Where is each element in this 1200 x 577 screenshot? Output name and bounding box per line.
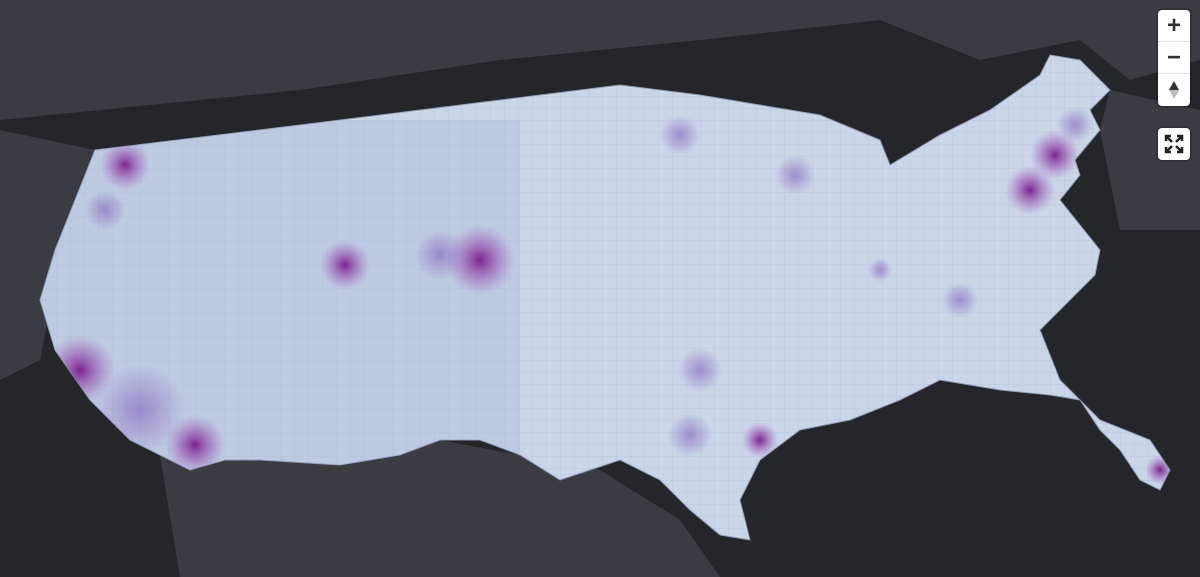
fullscreen-icon — [1164, 134, 1184, 154]
zoom-in[interactable]: + — [1158, 10, 1190, 42]
fullscreen[interactable] — [1158, 128, 1190, 160]
compass[interactable] — [1158, 74, 1190, 106]
compass-icon — [1169, 81, 1179, 99]
zoom-controls: + − — [1158, 10, 1190, 106]
fullscreen-control — [1158, 128, 1190, 160]
zoom-out[interactable]: − — [1158, 42, 1190, 74]
